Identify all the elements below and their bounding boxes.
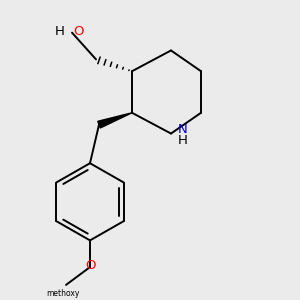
- Text: O: O: [74, 25, 84, 38]
- Text: H: H: [55, 25, 64, 38]
- Text: methoxy: methoxy: [46, 290, 80, 298]
- Text: H: H: [178, 134, 188, 148]
- Polygon shape: [98, 113, 132, 128]
- Text: O: O: [85, 259, 95, 272]
- Text: N: N: [178, 123, 188, 136]
